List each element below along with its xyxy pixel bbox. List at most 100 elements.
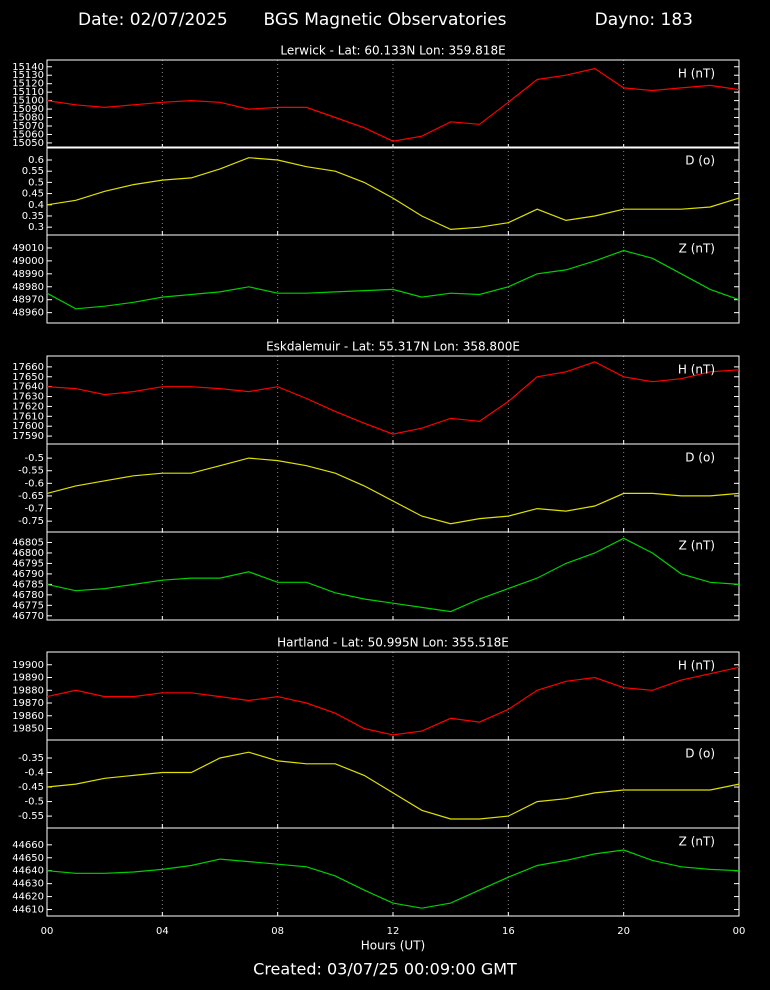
data-line xyxy=(46,666,740,736)
y-tick-label: 46805 xyxy=(12,537,44,548)
y-tick-label: -0.4 xyxy=(24,768,44,779)
created: Created: 03/07/25 00:09:00 GMT xyxy=(253,960,517,979)
station-title: Hartland - Lat: 50.995N Lon: 355.518E xyxy=(277,636,509,650)
y-tick-label: 46790 xyxy=(12,569,44,580)
component-label: Z (nT) xyxy=(679,539,715,553)
y-tick-label: -0.5 xyxy=(24,797,44,808)
y-tick-label: 46770 xyxy=(12,611,44,622)
y-tick-label: 19900 xyxy=(12,660,44,671)
y-tick-label: 15070 xyxy=(12,121,44,132)
y-tick-label: -0.55 xyxy=(18,466,44,477)
y-tick-label: 44630 xyxy=(12,879,44,890)
y-tick-label: 0.6 xyxy=(28,155,44,166)
date: Date: 02/07/2025 xyxy=(78,10,228,30)
component-label: D (o) xyxy=(685,451,715,465)
y-tick-label: 48970 xyxy=(12,295,44,306)
x-tick-label: 20 xyxy=(617,926,630,937)
y-tick-label: 15080 xyxy=(12,113,44,124)
y-tick-label: 44650 xyxy=(12,853,44,864)
x-tick-label: 16 xyxy=(502,926,515,937)
data-line xyxy=(46,361,740,435)
x-tick-label: 12 xyxy=(387,926,400,937)
panel-frame xyxy=(46,531,740,621)
data-line xyxy=(46,537,740,613)
x-axis-label: Hours (UT) xyxy=(361,939,425,953)
y-tick-label: 19850 xyxy=(12,724,44,735)
y-tick-label: 15100 xyxy=(12,96,44,107)
y-tick-label: 15120 xyxy=(12,79,44,90)
y-tick-label: 17640 xyxy=(12,382,44,393)
y-tick-label: 19870 xyxy=(12,698,44,709)
y-tick-label: -0.5 xyxy=(24,453,44,464)
component-label: H (nT) xyxy=(678,363,715,377)
y-tick-label: 15050 xyxy=(12,138,44,149)
component-label: H (nT) xyxy=(678,67,715,81)
data-line xyxy=(46,849,740,909)
page-title: BGS Magnetic Observatories xyxy=(263,10,506,30)
y-tick-label: 0.4 xyxy=(28,200,44,211)
data-line xyxy=(46,249,740,310)
x-tick-label: 08 xyxy=(271,926,284,937)
y-tick-label: 0.35 xyxy=(22,211,44,222)
component-label: D (o) xyxy=(685,154,715,168)
component-label: Z (nT) xyxy=(679,835,715,849)
y-tick-label: -0.6 xyxy=(24,478,44,489)
data-line xyxy=(46,751,740,820)
y-tick-label: 17650 xyxy=(12,372,44,383)
y-tick-label: 46775 xyxy=(12,600,44,611)
y-tick-label: 17620 xyxy=(12,401,44,412)
component-label: Z (nT) xyxy=(679,242,715,256)
y-tick-label: 0.55 xyxy=(22,166,44,177)
y-tick-label: 0.5 xyxy=(28,177,44,188)
data-line xyxy=(46,67,740,142)
y-tick-label: 17590 xyxy=(12,431,44,442)
data-line xyxy=(46,457,740,525)
y-tick-label: -0.65 xyxy=(18,491,44,502)
y-tick-label: 49010 xyxy=(12,243,44,254)
y-tick-label: 17660 xyxy=(12,362,44,373)
x-tick-label: 00 xyxy=(733,926,746,937)
y-tick-label: 15140 xyxy=(12,62,44,73)
y-tick-label: 46800 xyxy=(12,548,44,559)
y-tick-label: 17600 xyxy=(12,421,44,432)
y-tick-label: 15090 xyxy=(12,104,44,115)
y-tick-label: -0.55 xyxy=(18,811,44,822)
y-tick-label: 49000 xyxy=(12,256,44,267)
y-tick-label: 15060 xyxy=(12,129,44,140)
y-tick-label: 0.45 xyxy=(22,189,44,200)
x-tick-label: 04 xyxy=(156,926,169,937)
station-title: Lerwick - Lat: 60.133N Lon: 359.818E xyxy=(280,44,505,58)
y-tick-label: 46780 xyxy=(12,590,44,601)
y-tick-label: 19880 xyxy=(12,685,44,696)
y-tick-label: 17630 xyxy=(12,392,44,403)
y-tick-label: 46785 xyxy=(12,579,44,590)
y-tick-label: 48990 xyxy=(12,269,44,280)
y-tick-label: 44610 xyxy=(12,905,44,916)
y-tick-label: -0.75 xyxy=(18,516,44,527)
x-tick-label: 00 xyxy=(41,926,54,937)
component-label: D (o) xyxy=(685,747,715,761)
y-tick-label: 19860 xyxy=(12,711,44,722)
y-tick-label: 15130 xyxy=(12,70,44,81)
y-tick-label: 44660 xyxy=(12,840,44,851)
y-tick-label: 44620 xyxy=(12,892,44,903)
component-label: H (nT) xyxy=(678,659,715,673)
y-tick-label: -0.7 xyxy=(24,504,44,515)
y-tick-label: 0.3 xyxy=(28,222,44,233)
y-tick-label: 48980 xyxy=(12,282,44,293)
y-tick-label: 46795 xyxy=(12,558,44,569)
data-line xyxy=(46,157,740,231)
y-tick-label: 17610 xyxy=(12,411,44,422)
panel-frame xyxy=(46,827,740,917)
y-tick-label: 19890 xyxy=(12,673,44,684)
y-tick-label: 48960 xyxy=(12,308,44,319)
y-tick-label: -0.45 xyxy=(18,782,44,793)
y-tick-label: 44640 xyxy=(12,866,44,877)
panel-frame xyxy=(46,234,740,324)
y-tick-label: 15110 xyxy=(12,87,44,98)
dayno: Dayno: 183 xyxy=(595,10,693,30)
y-tick-label: -0.35 xyxy=(18,753,44,764)
station-title: Eskdalemuir - Lat: 55.317N Lon: 358.800E xyxy=(266,340,520,354)
